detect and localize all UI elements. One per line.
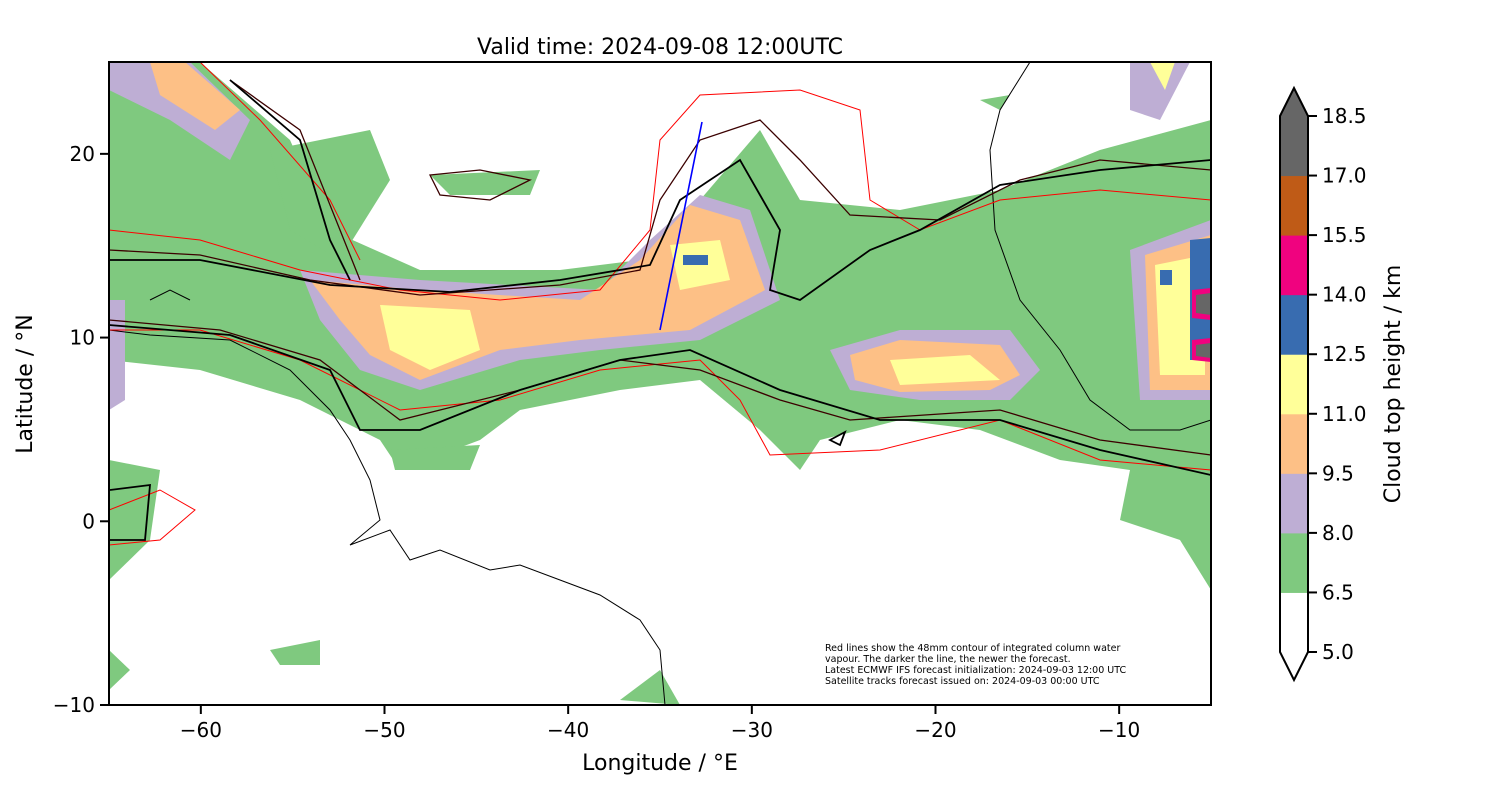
colorbar-segment bbox=[1280, 413, 1308, 474]
colorbar-tick-label: 15.5 bbox=[1322, 223, 1367, 247]
x-tick-label: −10 bbox=[1098, 718, 1140, 742]
cloud-gray bbox=[1196, 293, 1211, 358]
colorbar: 5.0 6.5 8.0 9.5 11.0 12.5 14.0 15.5 17.0 18.5 bbox=[1279, 85, 1367, 683]
x-tick-label: −20 bbox=[914, 718, 956, 742]
y-axis: 20 10 0 −10 bbox=[53, 142, 109, 717]
y-tick-label: −10 bbox=[53, 693, 95, 717]
cloud-green bbox=[109, 62, 1211, 705]
iwv-contours-new bbox=[109, 79, 1211, 456]
colorbar-extend-max bbox=[1280, 88, 1308, 116]
colorbar-tick-label: 18.5 bbox=[1322, 104, 1367, 128]
colorbar-label: Cloud top height / km bbox=[1381, 265, 1406, 504]
svg-text:Satellite tracks forecast issu: Satellite tracks forecast issued on: 202… bbox=[825, 676, 1100, 687]
coastlines bbox=[109, 62, 1211, 705]
colorbar-tick-label: 17.0 bbox=[1322, 164, 1367, 188]
x-tick-label: −50 bbox=[363, 718, 405, 742]
map-area: Red lines show the 48mm contour of integ… bbox=[109, 62, 1211, 705]
y-tick-label: 0 bbox=[82, 509, 95, 533]
plot-title: Valid time: 2024-09-08 12:00UTC bbox=[477, 35, 843, 60]
y-tick-label: 10 bbox=[70, 326, 95, 350]
x-tick-label: −40 bbox=[547, 718, 589, 742]
colorbar-segment bbox=[1280, 294, 1308, 355]
colorbar-tick-label: 11.0 bbox=[1322, 402, 1367, 426]
colorbar-segment bbox=[1280, 473, 1308, 534]
satellite-track bbox=[659, 121, 703, 331]
colorbar-segment bbox=[1280, 235, 1308, 296]
x-axis: −60 −50 −40 −30 −20 −10 bbox=[180, 705, 1140, 742]
colorbar-segment bbox=[1280, 116, 1308, 177]
colorbar-tick-label: 12.5 bbox=[1322, 342, 1367, 366]
plot-frame bbox=[108, 61, 1212, 706]
colorbar-segment bbox=[1280, 175, 1308, 236]
svg-text:Latest ECMWF IFS forecast init: Latest ECMWF IFS forecast initialization… bbox=[825, 665, 1126, 676]
colorbar-segment bbox=[1280, 592, 1308, 653]
colorbar-tick-label: 9.5 bbox=[1322, 461, 1354, 485]
colorbar-segment bbox=[1280, 354, 1308, 415]
iwv-contours-latest bbox=[109, 79, 1211, 541]
y-tick-label: 20 bbox=[70, 142, 95, 166]
x-tick-label: −30 bbox=[731, 718, 773, 742]
colorbar-tick-label: 5.0 bbox=[1322, 640, 1354, 664]
colorbar-extend-min bbox=[1280, 652, 1308, 680]
colorbar-tick-label: 8.0 bbox=[1322, 521, 1354, 545]
x-tick-label: −60 bbox=[180, 718, 222, 742]
colorbar-tick-label: 14.0 bbox=[1322, 283, 1367, 307]
colorbar-segment bbox=[1280, 532, 1308, 593]
colorbar-tick-label: 6.5 bbox=[1322, 580, 1354, 604]
y-axis-label: Latitude / °N bbox=[13, 314, 38, 453]
svg-text:Red lines show the 48mm contou: Red lines show the 48mm contour of integ… bbox=[825, 643, 1120, 654]
svg-text:vapour. The darker the line, t: vapour. The darker the line, the newer t… bbox=[825, 654, 1071, 665]
x-axis-label: Longitude / °E bbox=[582, 751, 738, 776]
annotation: Red lines show the 48mm contour of integ… bbox=[825, 643, 1126, 687]
